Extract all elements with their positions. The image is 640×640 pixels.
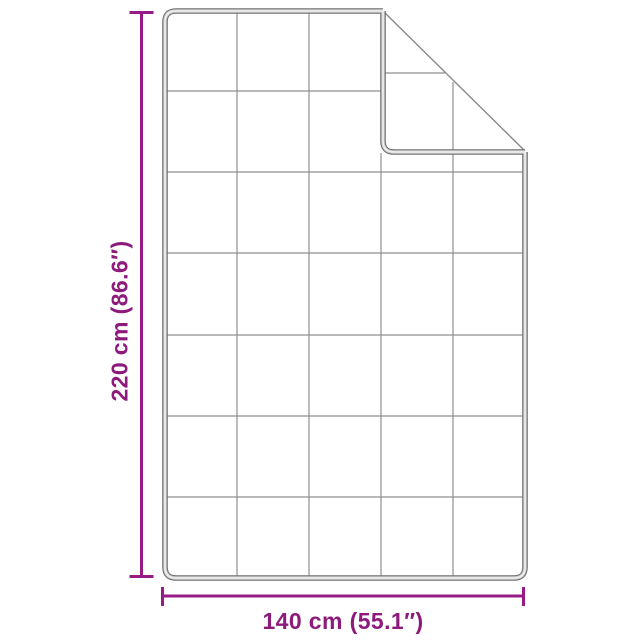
width-dimension-line [161, 587, 525, 606]
fold-crease-line [383, 11, 526, 152]
height-dimension-line [129, 11, 154, 578]
width-dimension-label: 140 cm (55.1″) [262, 608, 424, 634]
blanket-edge [164, 10, 526, 579]
blanket-grid [166, 12, 524, 577]
blanket-edge [162, 8, 528, 581]
blanket-edge [163, 9, 527, 580]
height-dimension-label: 220 cm (86.6″) [106, 240, 133, 402]
blanket-outline [162, 8, 528, 581]
